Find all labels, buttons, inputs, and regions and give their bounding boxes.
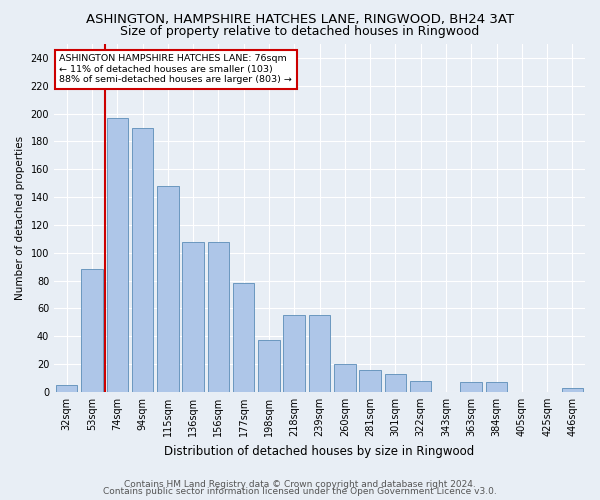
- Bar: [56, 385, 77, 392]
- Bar: [258, 340, 280, 392]
- Y-axis label: Number of detached properties: Number of detached properties: [15, 136, 25, 300]
- Bar: [460, 382, 482, 392]
- X-axis label: Distribution of detached houses by size in Ringwood: Distribution of detached houses by size …: [164, 444, 475, 458]
- Bar: [208, 242, 229, 392]
- Bar: [283, 316, 305, 392]
- Bar: [81, 270, 103, 392]
- Bar: [107, 118, 128, 392]
- Bar: [486, 382, 507, 392]
- Bar: [157, 186, 179, 392]
- Bar: [385, 374, 406, 392]
- Text: Size of property relative to detached houses in Ringwood: Size of property relative to detached ho…: [121, 25, 479, 38]
- Bar: [132, 128, 153, 392]
- Bar: [334, 364, 356, 392]
- Text: Contains HM Land Registry data © Crown copyright and database right 2024.: Contains HM Land Registry data © Crown c…: [124, 480, 476, 489]
- Text: Contains public sector information licensed under the Open Government Licence v3: Contains public sector information licen…: [103, 487, 497, 496]
- Text: ASHINGTON, HAMPSHIRE HATCHES LANE, RINGWOOD, BH24 3AT: ASHINGTON, HAMPSHIRE HATCHES LANE, RINGW…: [86, 12, 514, 26]
- Bar: [359, 370, 381, 392]
- Text: ASHINGTON HAMPSHIRE HATCHES LANE: 76sqm
← 11% of detached houses are smaller (10: ASHINGTON HAMPSHIRE HATCHES LANE: 76sqm …: [59, 54, 292, 84]
- Bar: [182, 242, 204, 392]
- Bar: [410, 381, 431, 392]
- Bar: [233, 284, 254, 392]
- Bar: [309, 316, 330, 392]
- Bar: [562, 388, 583, 392]
